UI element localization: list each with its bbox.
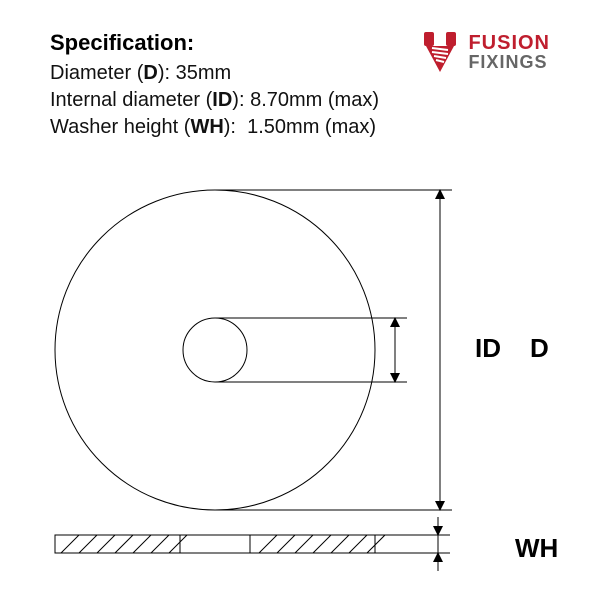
dimension-label-wh: WH [515, 533, 558, 564]
washer-diagram [0, 0, 600, 600]
dimension-label-id: ID [475, 333, 501, 364]
dimension-label-d: D [530, 333, 549, 364]
